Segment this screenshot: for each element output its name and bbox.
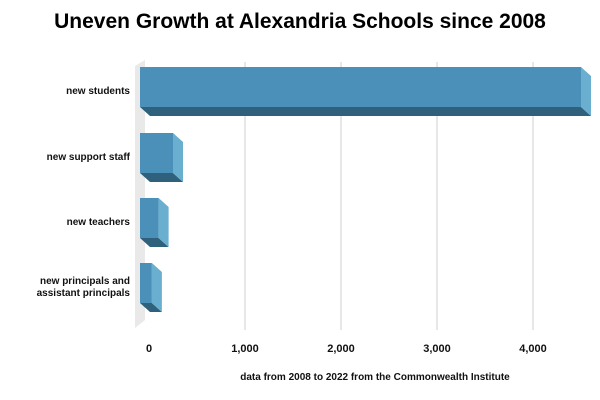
category-label: new principals and: [40, 276, 130, 287]
chart-title: Uneven Growth at Alexandria Schools sinc…: [54, 10, 546, 33]
chart-back-wall: [135, 60, 145, 328]
category-label: new support staff: [47, 152, 131, 163]
bar-bottom-face: [140, 107, 591, 116]
bar-end-face: [151, 263, 162, 312]
bar: [140, 263, 152, 303]
bar-end-face: [158, 198, 169, 247]
bar: [140, 198, 159, 238]
x-tick-label: 0: [146, 343, 152, 355]
bar-bottom-face: [140, 173, 183, 182]
bar-bottom-face: [140, 238, 169, 247]
category-label: new students: [66, 86, 130, 97]
x-tick-label: 1,000: [231, 343, 259, 355]
bar-end-face: [581, 67, 591, 116]
x-tick-label: 2,000: [327, 343, 355, 355]
category-label: assistant principals: [37, 288, 131, 299]
bar: [140, 67, 581, 107]
x-tick-label: 4,000: [519, 343, 547, 355]
x-tick-label: 3,000: [423, 343, 451, 355]
category-label: new teachers: [67, 217, 131, 228]
bar-end-face: [173, 133, 183, 182]
bar: [140, 133, 173, 173]
bar-bottom-face: [140, 303, 162, 312]
x-axis-label: data from 2008 to 2022 from the Commonwe…: [240, 372, 510, 383]
